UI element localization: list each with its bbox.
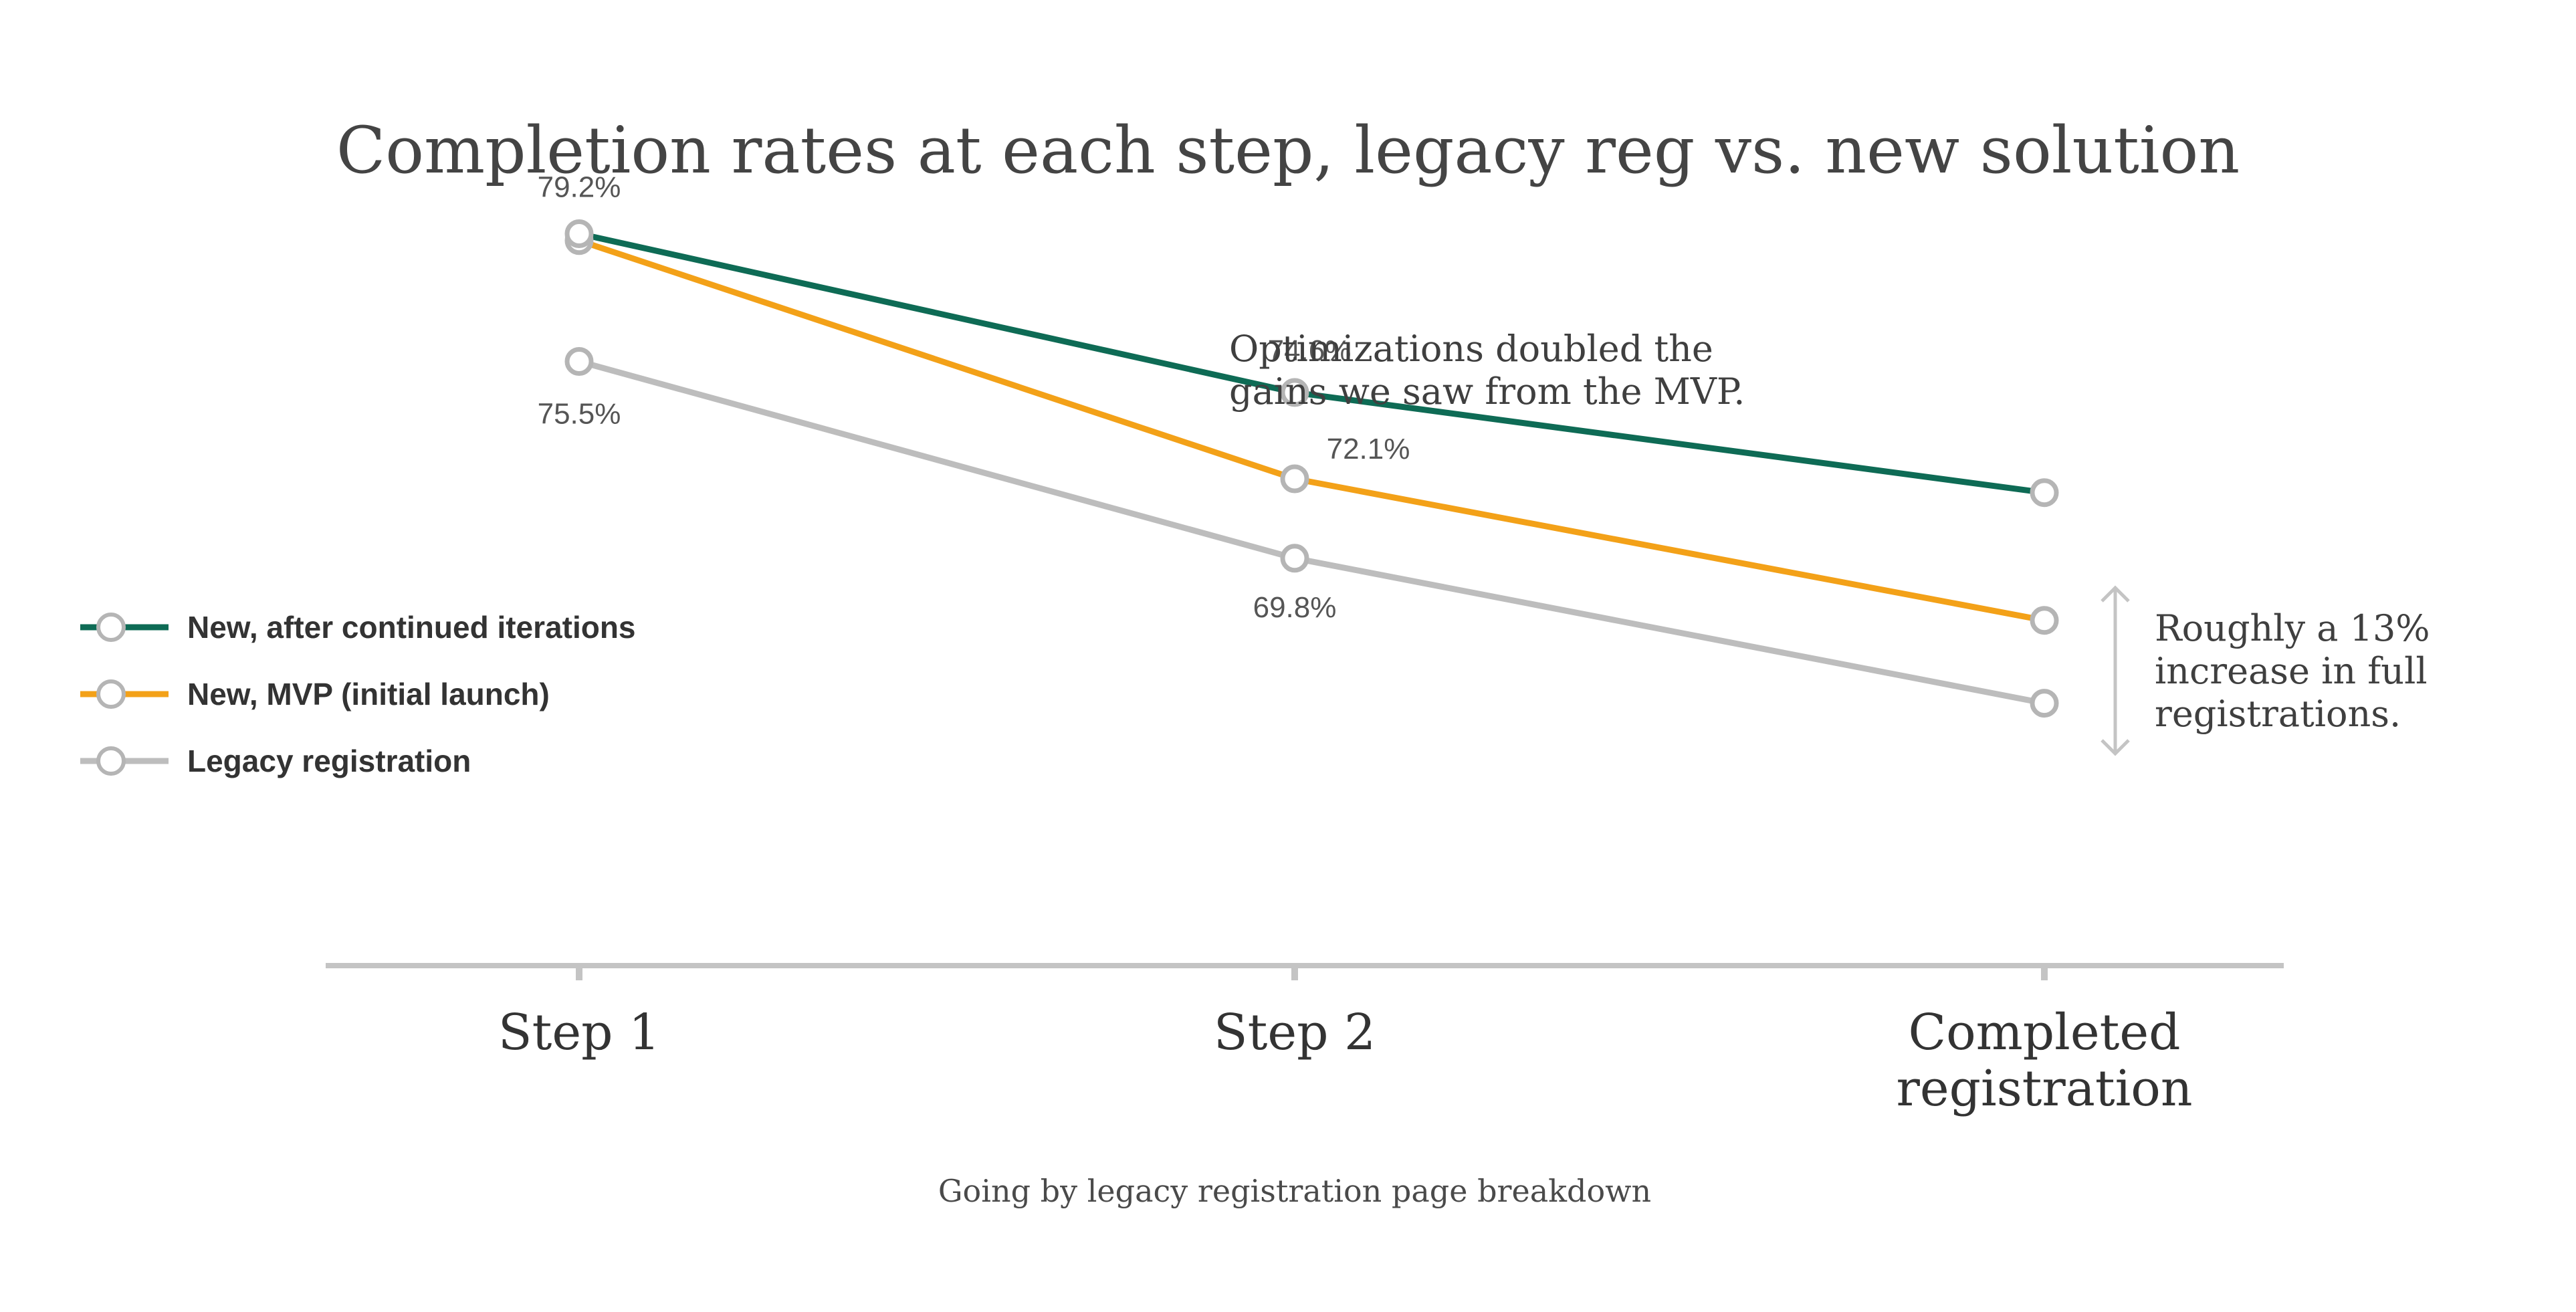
annotations: Optimizations doubled the gains we saw fr… <box>1229 328 2430 735</box>
legend-label: Legacy registration <box>187 744 471 778</box>
increase-range-arrow <box>2101 585 2130 756</box>
data-point <box>2030 478 2059 508</box>
data-point <box>1280 544 1309 573</box>
legend-swatch-marker <box>96 679 126 709</box>
x-axis-title: Going by legacy registration page breakd… <box>938 1173 1651 1209</box>
x-axis-tick-labels: Step 1 Step 2 Completed registration <box>498 1004 2193 1117</box>
chart-title: Completion rates at each step, legacy re… <box>336 113 2240 188</box>
data-label: 72.1% <box>1327 433 1410 465</box>
data-point <box>564 347 594 376</box>
annotation-increase: Roughly a 13% increase in full registratio… <box>2155 607 2430 735</box>
data-point <box>1280 464 1309 494</box>
data-point <box>2030 606 2059 635</box>
series-lines <box>578 231 2045 707</box>
series-line <box>578 358 2045 707</box>
legend-item: New, MVP (initial launch) <box>80 677 550 712</box>
data-label: 79.2% <box>538 171 621 204</box>
legend-item: Legacy registration <box>80 744 471 778</box>
legend-label: New, MVP (initial launch) <box>187 677 550 712</box>
x-tick-label: Step 1 <box>498 1004 660 1061</box>
annotation-optimizations: Optimizations doubled the gains we saw fr… <box>1229 328 1745 413</box>
increase-range-arrow-head-bottom <box>2101 739 2130 756</box>
x-tick-label: Completed registration <box>1896 1004 2192 1117</box>
data-label: 74.6% <box>1268 334 1352 367</box>
legend-swatch-marker <box>96 746 126 776</box>
legend-item: New, after continued iterations <box>80 610 636 645</box>
data-label: 75.5% <box>538 398 621 431</box>
legend-label: New, after continued iterations <box>187 610 636 645</box>
legend: New, after continued iterations New, MVP … <box>80 610 636 778</box>
x-axis-ticks <box>576 966 2048 980</box>
data-point <box>1280 378 1309 407</box>
increase-range-arrow-head-top <box>2101 585 2130 603</box>
data-labels: 79.2% 74.6% 72.1% 75.5% 69.8% <box>538 171 1410 624</box>
x-tick-label: Step 2 <box>1214 1004 1376 1061</box>
legend-swatch-marker <box>96 613 126 642</box>
data-point <box>2030 689 2059 718</box>
series-markers <box>564 219 2059 718</box>
data-label: 69.8% <box>1253 591 1337 624</box>
data-point <box>564 219 594 248</box>
